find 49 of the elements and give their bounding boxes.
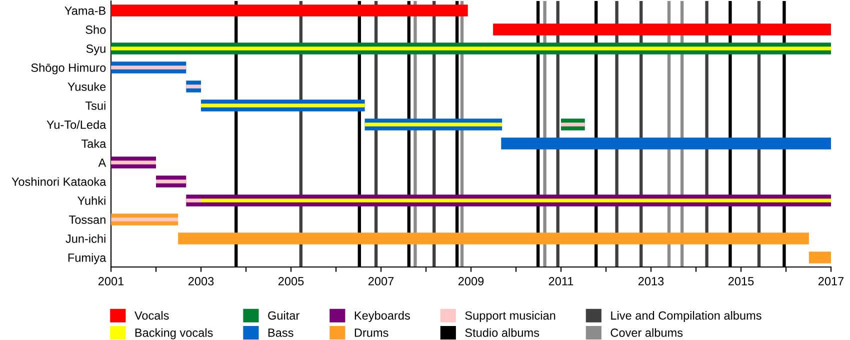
bar (111, 46, 831, 50)
legend-label: Guitar (268, 311, 300, 320)
bar (561, 122, 585, 126)
y-tick-label: Fumiya (68, 253, 106, 264)
y-tick-label: Yu-To/Leda (46, 120, 106, 129)
y-tick-label: Tossan (69, 216, 106, 224)
x-tick-label: 2001 (98, 277, 124, 286)
bar (111, 66, 186, 70)
legend-label: Vocals (134, 311, 169, 320)
bar (808, 252, 831, 264)
y-tick-label: Yoshinori Kataoka (12, 177, 106, 186)
bar (201, 104, 365, 108)
y-tick-label: Taka (81, 139, 106, 148)
legend-label: Backing vocals (135, 328, 213, 340)
bar (156, 180, 186, 184)
y-tick-label: Syu (86, 44, 106, 56)
bar (178, 232, 809, 244)
bar (111, 218, 178, 222)
x-tick-label: 2013 (638, 277, 664, 286)
y-tick-label: A (98, 158, 106, 167)
legend-label: Live and Compilation albums (611, 311, 762, 322)
y-tick-label: Yuhki (78, 196, 106, 205)
bar (364, 122, 502, 126)
legend-label: Keyboards (354, 311, 410, 322)
bar (186, 198, 201, 202)
y-tick-label: Shōgo Himuro (31, 63, 106, 74)
bar (201, 198, 831, 202)
x-tick-label: 2003 (188, 277, 214, 286)
y-tick-label: Yama-B (64, 6, 106, 15)
x-tick-label: 2011 (548, 277, 574, 286)
legend-label: Support musician (465, 311, 556, 322)
bar (501, 138, 831, 150)
y-tick-label: Yusuke (68, 82, 106, 91)
bar (111, 160, 156, 164)
x-tick-label: 2017 (818, 277, 844, 286)
legend-label: Drums (354, 328, 388, 337)
legend-label: Bass (268, 328, 294, 337)
legend-label: Cover albums (610, 328, 683, 337)
x-tick-label: 2009 (458, 277, 484, 286)
x-tick-label: 2007 (368, 277, 394, 286)
legend-label: Studio albums (465, 328, 540, 337)
bar (186, 84, 201, 88)
x-tick-label: 2015 (728, 277, 754, 286)
bar (111, 4, 468, 16)
y-tick-label: Jun-ichi (66, 234, 106, 243)
y-tick-label: Sho (86, 25, 106, 34)
bar (493, 24, 831, 36)
x-tick-label: 2005 (278, 277, 304, 286)
y-tick-label: Tsui (85, 101, 106, 110)
